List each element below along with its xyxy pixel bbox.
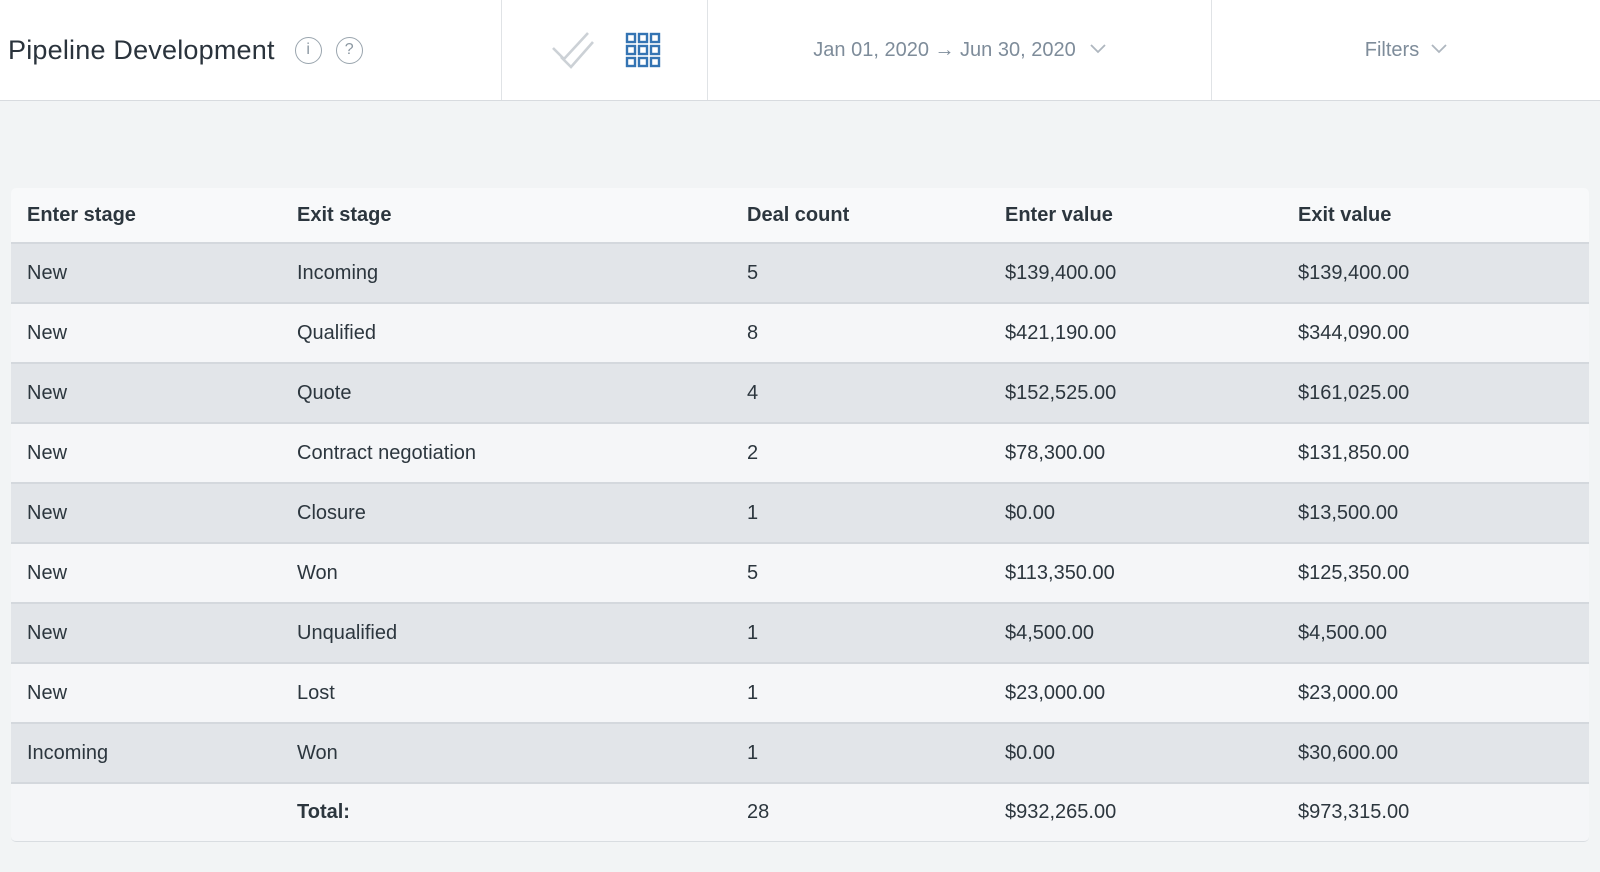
table-header-row: Enter stage Exit stage Deal count Enter … xyxy=(11,188,1589,242)
cell-enter-stage: New xyxy=(11,362,281,422)
date-range-label: Jan 01, 2020 → Jun 30, 2020 xyxy=(813,38,1076,61)
page-title: Pipeline Development xyxy=(8,34,275,65)
help-icon[interactable]: ? xyxy=(335,36,363,64)
chevron-down-icon xyxy=(1090,41,1106,59)
cell-exit-stage: Won xyxy=(281,542,731,602)
cell-enter-stage: New xyxy=(11,482,281,542)
chart-view-button[interactable] xyxy=(549,30,595,70)
table-view-button[interactable] xyxy=(625,32,661,68)
cell-exit-value: $30,600.00 xyxy=(1282,722,1589,782)
cell-enter-value: $152,525.00 xyxy=(989,362,1282,422)
cell-enter-value: $23,000.00 xyxy=(989,662,1282,722)
title-icons: i ? xyxy=(281,36,363,64)
table-row[interactable]: New Unqualified 1 $4,500.00 $4,500.00 xyxy=(11,602,1589,662)
cell-empty xyxy=(11,782,281,842)
cell-deal-count: 1 xyxy=(731,662,989,722)
cell-exit-stage: Incoming xyxy=(281,242,731,302)
table-row[interactable]: New Won 5 $113,350.00 $125,350.00 xyxy=(11,542,1589,602)
cell-exit-stage: Lost xyxy=(281,662,731,722)
cell-deal-count: 5 xyxy=(731,542,989,602)
report-content: Enter stage Exit stage Deal count Enter … xyxy=(0,101,1600,842)
cell-exit-value: $139,400.00 xyxy=(1282,242,1589,302)
cell-exit-value: $23,000.00 xyxy=(1282,662,1589,722)
cell-exit-value: $131,850.00 xyxy=(1282,422,1589,482)
filters-label: Filters xyxy=(1364,38,1420,61)
cell-deal-count: 1 xyxy=(731,602,989,662)
cell-enter-value: $421,190.00 xyxy=(989,302,1282,362)
cell-deal-count: 4 xyxy=(731,362,989,422)
cell-enter-stage: New xyxy=(11,302,281,362)
cell-enter-value: $0.00 xyxy=(989,722,1282,782)
title-section: Pipeline Development i ? xyxy=(0,0,502,100)
total-enter-value: $932,265.00 xyxy=(989,782,1282,842)
table-row[interactable]: New Qualified 8 $421,190.00 $344,090.00 xyxy=(11,302,1589,362)
cell-exit-stage: Qualified xyxy=(281,302,731,362)
total-exit-value: $973,315.00 xyxy=(1282,782,1589,842)
table-row[interactable]: New Contract negotiation 2 $78,300.00 $1… xyxy=(11,422,1589,482)
column-header-deal-count[interactable]: Deal count xyxy=(731,188,989,242)
cell-exit-value: $344,090.00 xyxy=(1282,302,1589,362)
cell-exit-stage: Closure xyxy=(281,482,731,542)
grid-table-icon xyxy=(625,32,660,68)
cell-exit-value: $13,500.00 xyxy=(1282,482,1589,542)
report-header-bar: Pipeline Development i ? Jan 01, 2020 → … xyxy=(0,0,1600,101)
cell-enter-value: $4,500.00 xyxy=(989,602,1282,662)
chevron-down-icon xyxy=(1431,41,1447,59)
column-header-enter-stage[interactable]: Enter stage xyxy=(11,188,281,242)
table-row[interactable]: New Quote 4 $152,525.00 $161,025.00 xyxy=(11,362,1589,422)
cell-exit-stage: Quote xyxy=(281,362,731,422)
pipeline-development-table: Enter stage Exit stage Deal count Enter … xyxy=(11,188,1589,842)
table-row[interactable]: New Lost 1 $23,000.00 $23,000.00 xyxy=(11,662,1589,722)
table-row[interactable]: New Incoming 5 $139,400.00 $139,400.00 xyxy=(11,242,1589,302)
cell-enter-stage: Incoming xyxy=(11,722,281,782)
cell-deal-count: 8 xyxy=(731,302,989,362)
cell-deal-count: 2 xyxy=(731,422,989,482)
view-toggle-section xyxy=(502,0,708,100)
column-header-exit-stage[interactable]: Exit stage xyxy=(281,188,731,242)
cell-enter-stage: New xyxy=(11,602,281,662)
cell-exit-stage: Unqualified xyxy=(281,602,731,662)
cell-exit-stage: Contract negotiation xyxy=(281,422,731,482)
table-row[interactable]: Incoming Won 1 $0.00 $30,600.00 xyxy=(11,722,1589,782)
column-header-exit-value[interactable]: Exit value xyxy=(1282,188,1589,242)
filters-selector[interactable]: Filters xyxy=(1212,0,1600,100)
column-header-enter-value[interactable]: Enter value xyxy=(989,188,1282,242)
total-label: Total: xyxy=(281,782,731,842)
cell-deal-count: 1 xyxy=(731,722,989,782)
table-total-row: Total: 28 $932,265.00 $973,315.00 xyxy=(11,782,1589,842)
cell-deal-count: 5 xyxy=(731,242,989,302)
cell-deal-count: 1 xyxy=(731,482,989,542)
cell-exit-value: $4,500.00 xyxy=(1282,602,1589,662)
total-deal-count: 28 xyxy=(731,782,989,842)
date-range-selector[interactable]: Jan 01, 2020 → Jun 30, 2020 xyxy=(708,0,1212,100)
cell-exit-value: $125,350.00 xyxy=(1282,542,1589,602)
table-header: Enter stage Exit stage Deal count Enter … xyxy=(11,188,1589,242)
cell-enter-value: $113,350.00 xyxy=(989,542,1282,602)
cell-enter-stage: New xyxy=(11,662,281,722)
cell-enter-value: $0.00 xyxy=(989,482,1282,542)
cell-exit-stage: Won xyxy=(281,722,731,782)
table-row[interactable]: New Closure 1 $0.00 $13,500.00 xyxy=(11,482,1589,542)
line-chart-icon xyxy=(551,32,594,69)
cell-enter-stage: New xyxy=(11,542,281,602)
cell-enter-value: $78,300.00 xyxy=(989,422,1282,482)
cell-exit-value: $161,025.00 xyxy=(1282,362,1589,422)
cell-enter-stage: New xyxy=(11,422,281,482)
cell-enter-value: $139,400.00 xyxy=(989,242,1282,302)
info-icon[interactable]: i xyxy=(294,36,322,64)
cell-enter-stage: New xyxy=(11,242,281,302)
